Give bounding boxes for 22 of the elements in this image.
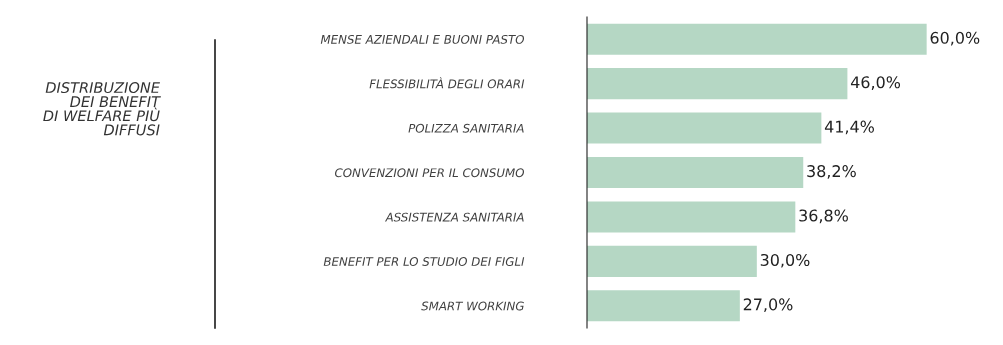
- y-tick-label: POLIZZA SANITARIA: [408, 123, 524, 133]
- bar: [587, 201, 796, 233]
- bar: [587, 112, 822, 144]
- y-tick-label: CONVENZIONI PER IL CONSUMO: [335, 168, 525, 178]
- bar: [587, 290, 740, 322]
- data-label: 27,0%: [743, 298, 793, 313]
- data-label: 38,2%: [807, 165, 856, 179]
- data-label: 30,0%: [760, 253, 810, 268]
- bar: [587, 23, 927, 55]
- y-tick-label: FLESSIBILITÀ DEGLI ORARI: [369, 77, 525, 89]
- y-tick-label: SMART WORKING: [421, 301, 524, 311]
- data-label: 41,4%: [824, 120, 874, 135]
- text: DISTRIBUZIONE DEI BENEFIT DI WELFARE PIÙ DIFFUSI: [43, 82, 161, 136]
- y-tick-label: BENEFIT PER LO STUDIO DEI FIGLI: [323, 257, 525, 267]
- data-label: 46,0%: [850, 76, 901, 90]
- bar: [587, 156, 804, 189]
- bar: [587, 245, 757, 277]
- bar: [587, 68, 848, 100]
- y-tick-label: MENSE AZIENDALI E BUONI PASTO: [320, 34, 525, 44]
- data-label: 60,0%: [930, 31, 980, 46]
- y-tick-label: ASSISTENZA SANITARIA: [384, 212, 524, 222]
- data-label: 36,8%: [799, 209, 848, 224]
